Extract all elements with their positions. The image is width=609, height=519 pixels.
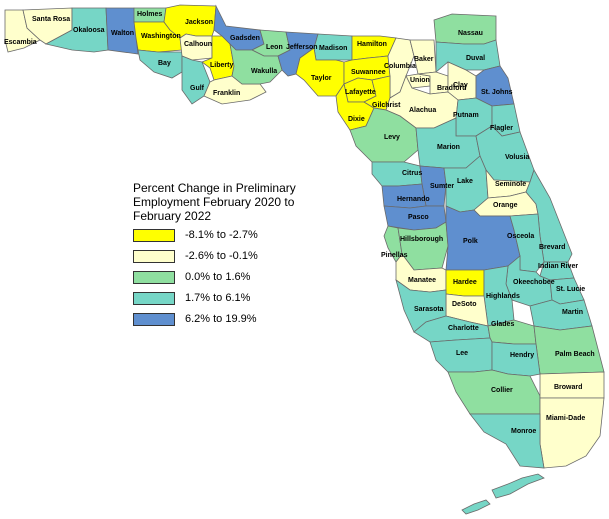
county-monroe-keys [491,473,545,499]
county-nassau [433,13,497,45]
label-pasco: Pasco [408,214,429,221]
label-charlotte: Charlotte [448,325,479,332]
label-sarasota: Sarasota [414,306,444,313]
legend-label: -2.6% to -0.1% [185,250,258,262]
label-volusia: Volusia [505,154,529,161]
label-lee: Lee [456,350,468,357]
label-polk: Polk [463,238,478,245]
label-alachua: Alachua [409,107,436,114]
label-okaloosa: Okaloosa [73,27,105,34]
label-citrus: Citrus [402,170,422,177]
label-hamilton: Hamilton [357,41,387,48]
legend-item-5: 6.2% to 19.9% [133,313,333,334]
legend-swatch [133,292,175,305]
county-st-johns [475,65,515,107]
label-madison: Madison [319,45,347,52]
legend-item-2: -2.6% to -0.1% [133,250,333,271]
legend-label: 6.2% to 19.9% [185,313,257,325]
label-leon: Leon [266,44,283,51]
legend-label: 1.7% to 6.1% [185,292,251,304]
legend-item-4: 1.7% to 6.1% [133,292,333,313]
label-okeechobee: Okeechobee [513,279,555,286]
label-duval: Duval [466,55,485,62]
label-st-lucie: St. Lucie [556,286,585,293]
label-escambia: Escambia [4,39,37,46]
label-orange: Orange [493,202,518,209]
label-sumter: Sumter [430,183,454,190]
label-hendry: Hendry [510,352,534,359]
legend-item-3: 0.0% to 1.6% [133,271,333,292]
county-labels: Escambia Santa Rosa Okaloosa Walton Holm… [4,11,595,435]
label-marion: Marion [437,144,460,151]
label-hillsborough: Hillsborough [400,236,443,243]
label-wakulla: Wakulla [251,68,277,75]
label-bradford: Bradford [437,85,467,92]
label-manatee: Manatee [408,277,436,284]
label-indian-river: Indian River [538,263,578,270]
label-baker: Baker [414,56,434,63]
label-holmes: Holmes [137,11,162,18]
label-clay: Clay [453,82,468,89]
legend: Percent Change in Preliminary Employment… [133,181,333,334]
label-glades: Glades [491,321,514,328]
county-franklin [203,75,267,105]
label-franklin: Franklin [213,90,240,97]
label-suwannee: Suwannee [351,69,386,76]
label-highlands: Highlands [486,293,520,300]
label-jackson: Jackson [185,19,213,26]
label-jefferson: Jefferson [286,44,318,51]
county-monroe-keys-tail [461,499,491,515]
label-hernando: Hernando [397,196,430,203]
county-palm-beach [533,325,605,375]
label-osceola: Osceola [507,233,534,240]
label-union: Union [410,77,430,84]
label-walton: Walton [111,30,134,37]
label-gilchrist: Gilchrist [372,102,401,109]
label-bay: Bay [158,60,171,67]
legend-swatch [133,313,175,326]
label-collier: Collier [491,387,513,394]
label-monroe: Monroe [511,428,536,435]
label-hardee: Hardee [453,279,477,286]
county-wakulla [229,42,283,85]
legend-swatch [133,229,175,242]
label-lafayette: Lafayette [345,89,376,96]
label-dixie: Dixie [348,116,365,123]
county-collier [447,369,541,415]
county-bay [137,49,183,79]
legend-swatch [133,250,175,263]
legend-title: Percent Change in Preliminary Employment… [133,181,296,223]
label-palm-beach: Palm Beach [555,351,595,358]
label-broward: Broward [554,384,582,391]
label-nassau: Nassau [458,30,483,37]
legend-swatch [133,271,175,284]
label-brevard: Brevard [539,244,565,251]
label-santa-rosa: Santa Rosa [32,16,70,23]
label-taylor: Taylor [311,75,332,82]
label-gadsden: Gadsden [230,35,260,42]
label-washington: Washington [141,33,181,40]
label-columbia: Columbia [384,63,416,70]
label-levy: Levy [384,134,400,141]
label-seminole: Seminole [495,181,526,188]
county-monroe [469,413,545,469]
label-calhoun: Calhoun [184,41,212,48]
county-miami-dade [539,397,605,469]
label-martin: Martin [562,309,583,316]
label-putnam: Putnam [453,112,479,119]
label-miami-dade: Miami-Dade [546,415,585,422]
label-liberty: Liberty [210,62,233,69]
label-flagler: Flagler [490,125,513,132]
legend-label: -8.1% to -2.7% [185,229,258,241]
label-desoto: DeSoto [452,301,477,308]
label-pinellas: Pinellas [381,252,408,259]
legend-item-1: -8.1% to -2.7% [133,229,333,250]
label-gulf: Gulf [190,85,205,92]
county-hendry [491,341,541,377]
label-lake: Lake [457,178,473,185]
label-st-johns: St. Johns [481,89,513,96]
legend-label: 0.0% to 1.6% [185,271,251,283]
